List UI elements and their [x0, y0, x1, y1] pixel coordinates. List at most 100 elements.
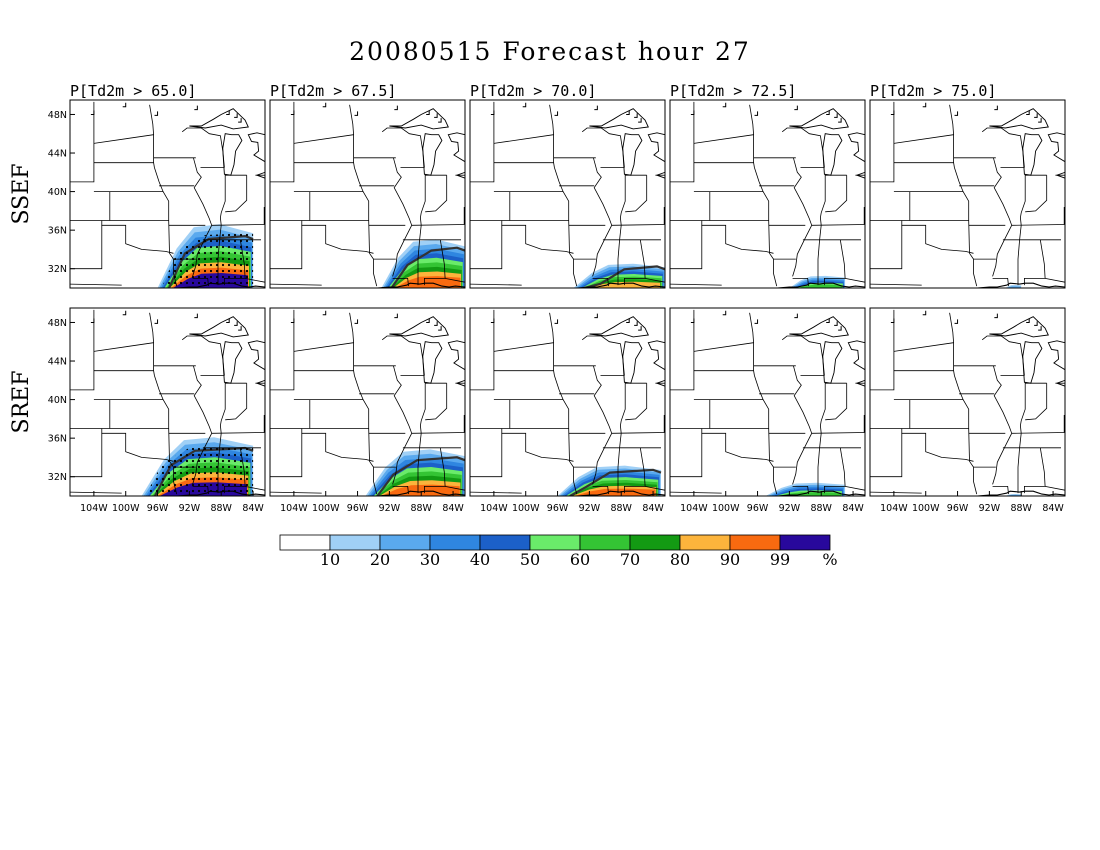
colorbar-swatch [679, 534, 731, 551]
map-tick-mark [354, 319, 359, 324]
colorbar-label: 20 [370, 550, 390, 569]
state-boundary [349, 104, 378, 287]
probability-contour-fill [394, 276, 461, 288]
state-boundary [1017, 382, 1026, 494]
colorbar-unit: % [822, 550, 837, 569]
state-boundary [392, 278, 409, 287]
map-tick-mark [522, 310, 527, 316]
lon-tick-label: 104W [480, 503, 508, 514]
state-boundary [693, 134, 754, 144]
map-tick-mark [194, 105, 198, 111]
map-panel-content [670, 309, 865, 496]
state-boundary [411, 224, 465, 226]
state-boundary [1017, 174, 1026, 286]
lon-tick-label: 92W [779, 503, 801, 514]
state-boundary [992, 278, 1009, 287]
colorbar-label: 90 [720, 550, 740, 569]
colorbar-label: 99 [770, 550, 790, 569]
great-lake-outline [647, 340, 665, 371]
map-tick-mark [594, 313, 598, 319]
map-tick-mark [922, 310, 927, 316]
state-boundary [470, 309, 495, 391]
state-boundary [824, 239, 846, 286]
map-tick-mark [90, 318, 95, 323]
map-tick-mark [794, 313, 798, 319]
map-tick-mark [154, 319, 159, 324]
state-boundary [70, 433, 103, 478]
great-lake-outline [1047, 132, 1065, 163]
state-boundary [845, 486, 865, 491]
lon-tick-label: 84W [442, 503, 464, 514]
map-tick-mark [838, 118, 842, 123]
map-panel-frame [69, 99, 266, 289]
state-boundary [870, 309, 895, 391]
great-lake-outline [422, 341, 443, 384]
map-tick-mark [426, 318, 430, 323]
map-panel-frame [669, 307, 866, 497]
map-tick-mark [438, 326, 442, 331]
state-boundary [445, 278, 465, 283]
state-boundary [70, 283, 122, 286]
colorbar-swatch [379, 534, 431, 551]
colorbar-label: 60 [570, 550, 590, 569]
lon-tick-label: 92W [379, 503, 401, 514]
map-tick-mark [890, 318, 895, 323]
map-tick-mark [754, 319, 759, 324]
state-boundary [549, 104, 578, 287]
state-boundary [470, 283, 522, 286]
state-boundary [349, 312, 378, 495]
state-boundary [425, 383, 448, 421]
lon-tick-label: 92W [979, 503, 1001, 514]
great-lake-outline [822, 341, 843, 384]
colorbar-swatch [479, 534, 531, 551]
map-tick-mark [722, 310, 727, 316]
state-boundary [949, 312, 978, 495]
state-boundary [824, 447, 846, 494]
great-lake-outline [255, 171, 265, 179]
probability-contour-fill [574, 488, 656, 496]
state-boundary [192, 278, 209, 287]
state-boundary [781, 335, 825, 376]
map-tick-mark [354, 111, 359, 116]
state-boundary [217, 174, 226, 286]
lon-tick-label: 96W [747, 503, 769, 514]
state-boundary [624, 239, 646, 286]
map-tick-mark [690, 110, 695, 115]
colorbar-swatch [329, 534, 381, 551]
great-lake-outline [1022, 133, 1043, 176]
panel-title: P[Td2m > 75.0] [870, 82, 996, 100]
state-boundary [792, 365, 813, 485]
state-boundary [181, 127, 225, 168]
stippled-significance-area [161, 233, 254, 288]
lon-tick-label: 84W [1042, 503, 1064, 514]
lon-tick-label: 92W [179, 503, 201, 514]
figure-title: 20080515 Forecast hour 27 [349, 37, 751, 66]
great-lake-outline [1055, 379, 1065, 387]
map-panel-frame [869, 307, 1066, 497]
state-boundary [1025, 175, 1048, 213]
great-lake-outline [789, 108, 849, 130]
state-boundary [549, 312, 578, 495]
state-boundary [293, 134, 354, 144]
great-lake-outline [855, 379, 865, 387]
state-boundary [901, 220, 974, 254]
state-boundary [192, 157, 213, 277]
lat-tick-label: 44N [48, 357, 67, 368]
state-boundary [792, 486, 809, 495]
state-boundary [670, 101, 695, 183]
map-panel-frame [269, 99, 466, 289]
colorbar-label: 70 [620, 550, 640, 569]
lon-tick-label: 84W [642, 503, 664, 514]
map-tick-mark [638, 326, 642, 331]
state-boundary [870, 433, 903, 478]
great-lake-outline [589, 316, 649, 338]
high-probability-contour [376, 456, 465, 496]
map-tick-mark [826, 318, 830, 323]
lon-tick-label: 100W [312, 503, 340, 514]
great-lake-outline [847, 340, 865, 371]
state-boundary [625, 175, 648, 213]
great-lake-outline [989, 316, 1049, 338]
map-tick-mark [290, 110, 295, 115]
stippled-significance-area [145, 445, 254, 496]
